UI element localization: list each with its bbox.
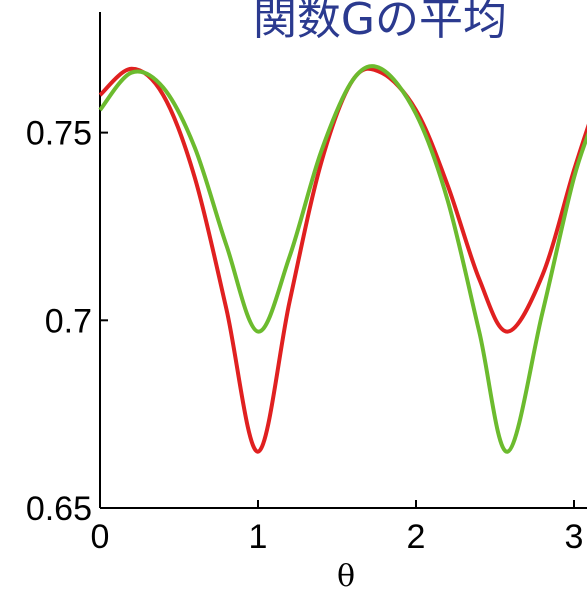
x-axis-label: θ bbox=[337, 559, 355, 592]
y-tick-label: 0.7 bbox=[45, 302, 92, 340]
y-tick-label: 0.65 bbox=[26, 490, 92, 528]
x-ticks: 0 1 2 3 bbox=[91, 500, 584, 556]
x-tick-label: 3 bbox=[565, 518, 584, 556]
y-tick-label: 0.75 bbox=[26, 115, 92, 153]
series-line-red bbox=[98, 66, 587, 454]
x-tick-label: 2 bbox=[407, 518, 426, 556]
series-group bbox=[98, 64, 587, 454]
chart-title: 関数Gの平均 bbox=[253, 0, 507, 45]
series-line-green bbox=[98, 64, 587, 454]
y-ticks: 0.65 0.7 0.75 bbox=[26, 115, 108, 528]
x-tick-label: 0 bbox=[91, 518, 110, 556]
x-tick-label: 1 bbox=[249, 518, 268, 556]
